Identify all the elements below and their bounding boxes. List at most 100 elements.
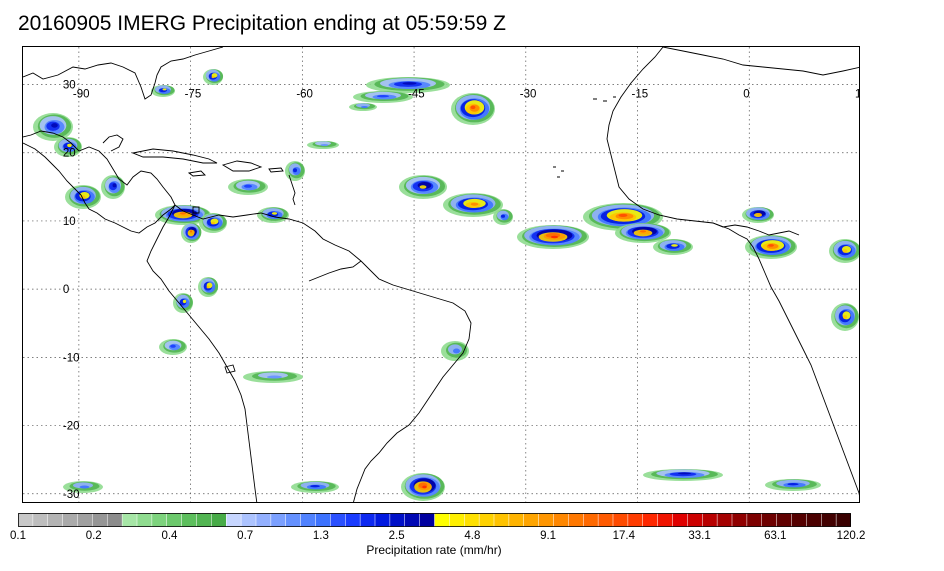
precipitation-cell (228, 179, 268, 195)
precipitation-cell (155, 205, 211, 225)
colorbar-tick-label: 9.1 (540, 530, 557, 542)
longitude-label: -15 (632, 89, 649, 101)
colorbar-swatch (523, 513, 540, 527)
colorbar-tick-label: 120.2 (836, 530, 866, 542)
colorbar-swatch (374, 513, 391, 527)
coastline-jamaica (187, 170, 207, 177)
colorbar-swatch (746, 513, 763, 527)
colorbar-swatch (211, 513, 227, 527)
colorbar-tick-label: 63.1 (764, 530, 787, 542)
coastline-central-america (23, 130, 176, 234)
latitude-label: 10 (63, 216, 76, 228)
coastline-africa-north (662, 47, 859, 76)
colorbar-swatch (597, 513, 614, 527)
colorbar-swatch (389, 513, 406, 527)
colorbar-border (18, 513, 851, 527)
colorbar-swatch (791, 513, 808, 527)
precipitation-cell (441, 341, 469, 361)
coastline-south-america-west (146, 204, 258, 502)
colorbar-swatch (404, 513, 421, 527)
coastline-cape-verde (553, 166, 564, 178)
colorbar-tick-label: 0.1 (10, 530, 26, 542)
coastlines (23, 47, 859, 502)
colorbar-swatch (612, 513, 629, 527)
colorbar-swatch (330, 513, 346, 527)
colorbar-title: Precipitation rate (mm/hr) (366, 543, 502, 557)
colorbar-swatch (270, 513, 287, 527)
colorbar (18, 513, 851, 527)
colorbar-swatch (226, 513, 242, 527)
colorbar-swatch (62, 513, 79, 527)
coastline-lake-maracaibo (192, 206, 200, 214)
colorbar-swatch (642, 513, 659, 527)
precipitation-cell (653, 239, 693, 255)
colorbar-swatch (731, 513, 748, 527)
precipitation-cell (643, 469, 723, 481)
precipitation-cell (829, 239, 859, 263)
precipitation-cell (307, 141, 339, 149)
precipitation-cell (742, 207, 774, 223)
colorbar-swatch (553, 513, 570, 527)
coastline-north-america (23, 47, 224, 100)
colorbar-swatch (434, 513, 451, 527)
longitude-label: 0 (743, 89, 749, 101)
precipitation-cell (831, 303, 859, 331)
colorbar-swatch (761, 513, 778, 527)
precipitation-cell (159, 339, 187, 355)
coastline-africa (606, 47, 859, 496)
precipitation-cell (583, 203, 663, 231)
precipitation-cell (349, 103, 377, 111)
latitude-label: 30 (63, 80, 76, 92)
colorbar-tick-label: 4.8 (464, 530, 481, 542)
precipitation-cell (101, 175, 125, 199)
coastline-yucatan (102, 134, 124, 152)
latitude-label: -10 (63, 352, 80, 364)
precipitation-cell (33, 113, 73, 141)
coastline-canary-islands (593, 96, 616, 102)
colorbar-tick-labels: 0.1 0.2 0.4 0.7 1.3 2.5 4.8 9.1 17.4 33.1 63.1 120.… (0, 530, 944, 544)
colorbar-swatch (493, 513, 510, 527)
colorbar-tick-label: 1.3 (312, 530, 329, 542)
colorbar-swatch (716, 513, 733, 527)
map-title: 20160905 IMERG Precipitation ending at 0… (18, 12, 506, 35)
precipitation-cell (765, 479, 821, 491)
precipitation-map: -90 -75 -60 -45 -30 -15 0 15 30 20 10 0 -10 -20 -30 (22, 46, 860, 503)
colorbar-swatch (77, 513, 94, 527)
longitude-label: -90 (73, 89, 90, 101)
coastline-antilles (288, 174, 296, 206)
longitude-label: 15 (855, 89, 860, 101)
colorbar-swatch (776, 513, 793, 527)
colorbar-tick-label: 17.4 (612, 530, 636, 542)
colorbar-swatch (285, 513, 302, 527)
colorbar-swatch (449, 513, 465, 527)
colorbar-swatch (657, 513, 674, 527)
colorbar-swatch (687, 513, 703, 527)
colorbar-swatch (196, 513, 213, 527)
latitude-label: 20 (63, 148, 76, 160)
precipitation-cell (615, 223, 671, 243)
graticule (23, 47, 859, 502)
colorbar-swatch (92, 513, 108, 527)
colorbar-swatch (464, 513, 480, 527)
colorbar-swatch (345, 513, 361, 527)
colorbar-swatch (835, 513, 851, 527)
colorbar-swatch (32, 513, 49, 527)
colorbar-swatch (821, 513, 837, 527)
precipitation-cell (401, 473, 445, 501)
colorbar-swatch (121, 513, 138, 527)
precipitation-cell (54, 137, 82, 157)
colorbar-tick-label: 0.4 (161, 530, 178, 542)
colorbar-swatch (702, 513, 718, 527)
colorbar-swatch (136, 513, 153, 527)
colorbar-swatch (107, 513, 123, 527)
precipitation-cell (493, 209, 513, 225)
precipitation-cell (745, 235, 797, 259)
colorbar-swatch (568, 513, 584, 527)
precipitation-cell (203, 69, 224, 85)
colorbar-swatch (583, 513, 599, 527)
colorbar-swatch (627, 513, 644, 527)
colorbar-tick-label: 2.5 (388, 530, 405, 542)
precipitation-cell (443, 193, 503, 217)
precipitation-cell (198, 277, 219, 297)
colorbar-swatch (166, 513, 183, 527)
